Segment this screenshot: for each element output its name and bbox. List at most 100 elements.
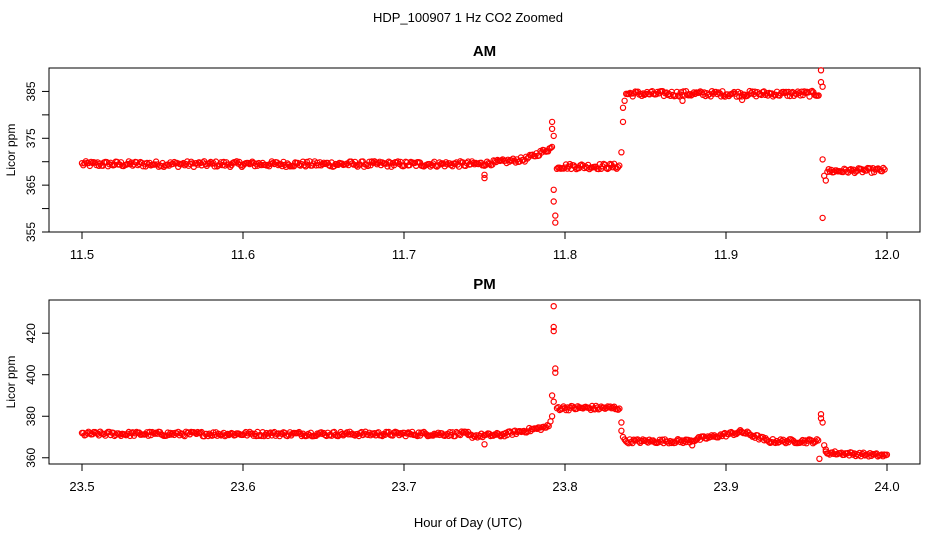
pm-x-tick-label: 23.8 [552, 479, 577, 494]
pm-outlier-point [481, 441, 488, 448]
am-outlier-point [550, 198, 557, 205]
pm-data-point [414, 432, 421, 440]
am-data-point [547, 144, 554, 152]
am-outlier-point [819, 83, 826, 90]
pm-data-point [614, 406, 622, 413]
am-data-point [685, 92, 692, 99]
pm-data-point [616, 405, 623, 412]
pm-data-point [223, 432, 230, 439]
am-data-point [614, 163, 622, 171]
am-data-point [327, 162, 334, 170]
pm-outlier-point [552, 369, 559, 376]
pm-outlier-point [817, 411, 825, 418]
am-axes: 11.5 11.6 11.7 11.8 11.9 12.0 355 365 375 385 [24, 81, 900, 262]
pm-x-tick-label: 23.7 [391, 479, 416, 494]
pm-data-point [883, 451, 891, 458]
am-outlier-point [550, 132, 557, 140]
am-y-axis-label: Licor ppm [4, 124, 18, 177]
am-data-point [368, 158, 376, 165]
pm-outlier-point [548, 413, 556, 420]
pm-outlier-point [550, 398, 557, 405]
am-outlier-point [679, 97, 686, 105]
pm-data-point [668, 439, 675, 447]
pm-outlier-point [550, 327, 557, 335]
pm-y-tick-label: 420 [24, 323, 38, 343]
am-data-point [880, 164, 887, 172]
am-points [78, 67, 888, 226]
am-data-point [206, 159, 213, 167]
am-y-tick-label: 355 [24, 222, 38, 242]
pm-data-point [458, 428, 465, 435]
am-outlier-point [621, 97, 628, 105]
am-outlier-point [618, 149, 625, 156]
pm-points [78, 303, 891, 462]
am-x-tick-label: 11.5 [70, 247, 94, 262]
pm-data-point [419, 430, 426, 437]
pm-outlier-point [552, 365, 559, 372]
am-data-point [680, 88, 687, 95]
am-data-point [673, 88, 681, 96]
pm-outlier-point [822, 446, 830, 453]
pm-x-tick-label: 23.5 [69, 479, 94, 494]
am-y-tick-label: 365 [24, 175, 38, 195]
am-data-point [616, 162, 623, 169]
am-panel: AM Licor ppm 11.5 11.6 11.7 11.8 11.9 12.0 355… [4, 43, 921, 262]
am-data-point [353, 162, 360, 169]
am-data-point [847, 165, 855, 173]
pm-data-point [106, 428, 113, 436]
am-y-tick-label: 375 [24, 128, 38, 148]
am-outlier-point [481, 174, 488, 182]
am-x-tick-label: 11.9 [714, 247, 738, 262]
am-outlier-point [548, 118, 556, 126]
pm-outlier-point [619, 433, 627, 441]
am-outlier-point [481, 171, 488, 178]
pm-panel-title: PM [473, 276, 496, 293]
am-data-point [672, 92, 679, 100]
pm-data-point [717, 431, 725, 438]
pm-axes: 23.5 23.6 23.7 23.8 23.9 24.0 360 380 400 420 [24, 323, 900, 494]
am-outlier-point [822, 177, 830, 184]
am-data-point [303, 158, 311, 166]
am-data-point [881, 166, 888, 173]
pm-data-point [258, 432, 265, 440]
am-data-point [236, 158, 243, 166]
am-outlier-point [548, 125, 556, 133]
pm-x-tick-label: 24.0 [874, 479, 899, 494]
pm-x-tick-label: 23.6 [230, 479, 255, 494]
pm-y-tick-label: 360 [24, 447, 38, 467]
am-outlier-point [552, 219, 559, 226]
am-data-point [299, 158, 307, 165]
am-data-point [815, 92, 822, 99]
am-data-point [512, 159, 519, 166]
am-plot-frame [48, 67, 921, 233]
am-data-point [385, 158, 392, 165]
am-data-point [797, 92, 804, 99]
am-outlier-point [552, 212, 559, 219]
am-outlier-point [619, 104, 627, 112]
am-data-point [87, 158, 95, 166]
am-data-point [364, 162, 372, 170]
am-x-tick-label: 11.7 [392, 247, 416, 262]
am-data-point [320, 159, 327, 166]
pm-data-point [815, 437, 822, 444]
am-outlier-point [619, 118, 627, 126]
pm-y-tick-label: 400 [24, 364, 38, 384]
am-panel-title: AM [473, 43, 496, 60]
am-data-point [801, 88, 808, 95]
am-data-point [730, 88, 738, 96]
am-data-point [548, 143, 556, 151]
pm-data-point [145, 432, 152, 439]
pm-outlier-point [689, 442, 696, 449]
pm-data-point [194, 428, 201, 436]
am-outlier-point [550, 186, 557, 193]
am-x-tick-label: 11.6 [231, 247, 255, 262]
pm-outlier-point [816, 455, 823, 462]
pm-data-point [708, 432, 715, 439]
am-outlier-point [817, 67, 825, 74]
am-data-point [269, 159, 277, 167]
pm-data-point [781, 438, 788, 445]
am-data-point [486, 160, 493, 168]
pm-outlier-point [618, 427, 625, 434]
pm-outlier-point [548, 392, 556, 399]
